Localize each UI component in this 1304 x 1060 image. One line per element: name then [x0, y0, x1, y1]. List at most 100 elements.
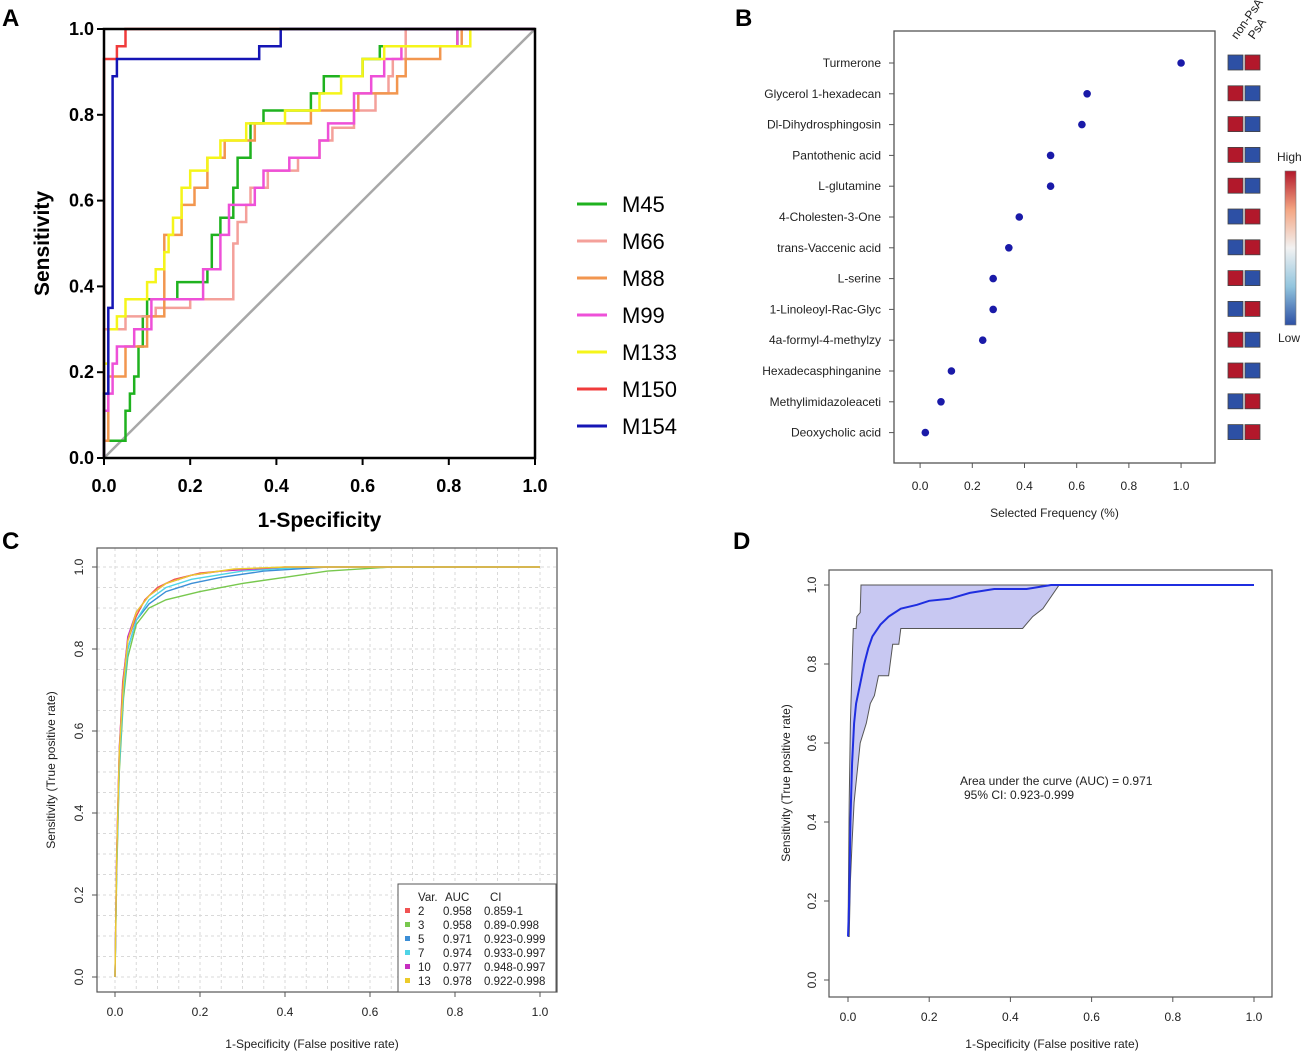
- heatmap-cell: [1244, 331, 1261, 348]
- y-tick-label: 0.2: [72, 886, 86, 903]
- roc-curve-var-13: [114, 566, 540, 978]
- heatmap-cell: [1244, 393, 1261, 410]
- feature-label: Hexadecasphinganine: [762, 364, 881, 378]
- legend-label-m99: M99: [622, 303, 665, 328]
- frequency-point: [1046, 182, 1055, 190]
- heatmap-cell: [1227, 300, 1244, 317]
- legend-ci-value: 0.923-0.999: [484, 934, 545, 946]
- x-tick-label: 0.2: [178, 476, 203, 496]
- feature-label: Dl-Dihydrosphingosin: [767, 118, 881, 132]
- frequency-point: [978, 336, 987, 345]
- legend-auc-value: 0.958: [443, 906, 472, 918]
- color-scale-low-label: Low: [1278, 331, 1300, 345]
- y-tick-label: 0.2: [69, 362, 94, 382]
- frequency-point: [921, 428, 930, 437]
- plot-frame: [828, 569, 1273, 998]
- x-tick-label: 0.6: [362, 1005, 379, 1019]
- heatmap-cell: [1244, 270, 1261, 287]
- diagonal-reference-line: [103, 28, 536, 459]
- feature-label: L-serine: [838, 272, 882, 286]
- y-axis-label: Sensitivity (True positive rate): [44, 691, 58, 849]
- x-tick-label: 0.6: [1083, 1010, 1100, 1024]
- legend-label-m88: M88: [622, 266, 665, 291]
- legend-var-value: 5: [418, 934, 424, 946]
- heatmap-cell: [1227, 331, 1244, 348]
- frequency-point: [1078, 120, 1086, 129]
- x-tick-label: 1.0: [1246, 1010, 1263, 1024]
- x-tick-label: 0.2: [192, 1005, 209, 1019]
- x-axis-label: Selected Frequency (%): [990, 506, 1119, 520]
- y-tick-label: 0.0: [805, 971, 819, 988]
- feature-label: 1-Linoleoyl-Rac-Glyc: [770, 302, 881, 316]
- x-axis-label: 1-Specificity (False positive rate): [225, 1037, 398, 1051]
- y-tick-label: 1.0: [805, 576, 819, 593]
- heatmap-cell: [1227, 146, 1244, 163]
- x-tick-label: 1.0: [522, 476, 547, 496]
- confidence-band: [848, 585, 1254, 937]
- legend-label-m45: M45: [622, 192, 665, 217]
- y-tick-label: 0.4: [805, 813, 819, 830]
- legend-auc-value: 0.978: [443, 976, 472, 988]
- y-tick-label: 1.0: [69, 19, 94, 39]
- y-tick-label: 0.6: [805, 734, 819, 751]
- feature-label: trans-Vaccenic acid: [777, 241, 881, 255]
- frequency-point: [989, 274, 997, 283]
- legend-var-value: 10: [418, 962, 431, 974]
- legend-marker: [405, 936, 410, 941]
- x-tick-label: 0.8: [1164, 1010, 1181, 1024]
- frequency-point: [1083, 90, 1091, 98]
- x-tick-label: 0.2: [964, 479, 981, 493]
- heatmap-cell: [1244, 208, 1261, 225]
- legend-auc-value: 0.977: [443, 962, 472, 974]
- plot-frame: [96, 547, 558, 993]
- y-tick-label: 0.8: [69, 105, 94, 125]
- frequency-point: [1005, 244, 1013, 252]
- legend-ci-value: 0.933-0.997: [484, 948, 545, 960]
- roc-curve-m133: [102, 27, 535, 458]
- y-tick-label: 0.2: [805, 892, 819, 909]
- heatmap-cell: [1244, 424, 1261, 441]
- feature-label: 4-Cholesten-3-One: [779, 210, 881, 224]
- panel-letter-b: B: [735, 5, 752, 32]
- x-tick-label: 1.0: [1173, 479, 1190, 493]
- plot-frame: [102, 27, 537, 460]
- frequency-point: [989, 305, 997, 314]
- roc-curve-m154: [102, 27, 535, 458]
- y-axis-label: Sensitivity: [31, 191, 54, 296]
- panel-d-roc-chart: 0.0 0.0 0.2 0.2 0.4 0.4 0.6 0.6 0.8 0.8 1.0 1.0 1-Sp…: [779, 569, 1273, 1051]
- legend-marker: [405, 964, 410, 969]
- panel-letter-d: D: [733, 528, 750, 555]
- x-tick-label: 0.4: [277, 1005, 294, 1019]
- y-tick-label: 0.4: [72, 804, 86, 821]
- x-tick-label: 0.4: [264, 476, 289, 496]
- plot-frame: [893, 30, 1216, 464]
- x-tick-label: 0.0: [912, 479, 929, 493]
- y-tick-label: 0.6: [69, 191, 94, 211]
- y-tick-label: 0.0: [72, 968, 86, 985]
- panel-letter-a: A: [2, 5, 19, 32]
- heatmap-cell: [1227, 239, 1244, 256]
- heatmap-cell: [1244, 146, 1261, 163]
- x-axis-label: 1-Specificity: [258, 509, 382, 532]
- x-tick-label: 0.0: [107, 1005, 124, 1019]
- legend-var-value: 7: [418, 948, 424, 960]
- legend-header-var: Var.: [418, 892, 438, 904]
- legend-var-value: 2: [418, 906, 424, 918]
- heatmap-cell: [1244, 300, 1261, 317]
- legend-label-m133: M133: [622, 340, 677, 365]
- legend-ci-value: 0.922-0.998: [484, 976, 545, 988]
- heatmap-cell: [1227, 208, 1244, 225]
- heatmap-cell: [1227, 393, 1244, 410]
- x-tick-label: 0.0: [840, 1010, 857, 1024]
- legend-marker: [405, 950, 410, 955]
- feature-label: Pantothenic acid: [792, 148, 881, 162]
- y-axis-label: Sensitivity (True positive rate): [779, 704, 793, 862]
- y-tick-label: 0.8: [72, 640, 86, 657]
- feature-label: Glycerol 1-hexadecan: [764, 87, 881, 101]
- legend-marker: [405, 908, 410, 913]
- auc-annotation: Area under the curve (AUC) = 0.971: [960, 774, 1153, 788]
- panel-letter-c: C: [2, 528, 19, 555]
- legend-var-value: 3: [418, 920, 424, 932]
- x-axis-label: 1-Specificity (False positive rate): [965, 1037, 1138, 1051]
